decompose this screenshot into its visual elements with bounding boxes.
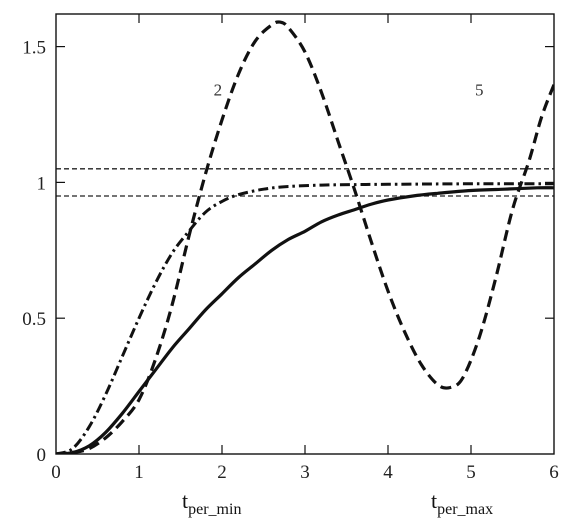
x-tick-label: 1 bbox=[134, 462, 144, 483]
x-axis-marker-base: t bbox=[182, 488, 188, 513]
curve-annotation: 5 bbox=[475, 80, 484, 99]
x-tick-label: 5 bbox=[466, 462, 476, 483]
y-tick-label: 1.5 bbox=[22, 38, 46, 59]
curve-annotation: 2 bbox=[214, 80, 223, 99]
x-axis-marker-base: t bbox=[431, 488, 437, 513]
y-tick-label: 0 bbox=[37, 445, 47, 466]
x-axis-marker-subscript: per_min bbox=[188, 501, 241, 518]
x-tick-label: 2 bbox=[217, 462, 227, 483]
x-tick-label: 6 bbox=[549, 462, 559, 483]
x-tick-label: 4 bbox=[383, 462, 393, 483]
y-tick-label: 0.5 bbox=[22, 309, 46, 330]
x-axis-marker-label: tper_max bbox=[431, 488, 493, 518]
x-axis-marker-label: tper_min bbox=[182, 488, 241, 518]
x-tick-label: 0 bbox=[51, 462, 61, 483]
x-axis-marker-subscript: per_max bbox=[437, 501, 493, 518]
x-tick-label: 3 bbox=[300, 462, 310, 483]
y-tick-label: 1 bbox=[37, 173, 47, 194]
series-line-dash-dot bbox=[56, 182, 554, 454]
series-line-solid bbox=[56, 186, 554, 454]
series-line-dashed bbox=[56, 20, 554, 454]
